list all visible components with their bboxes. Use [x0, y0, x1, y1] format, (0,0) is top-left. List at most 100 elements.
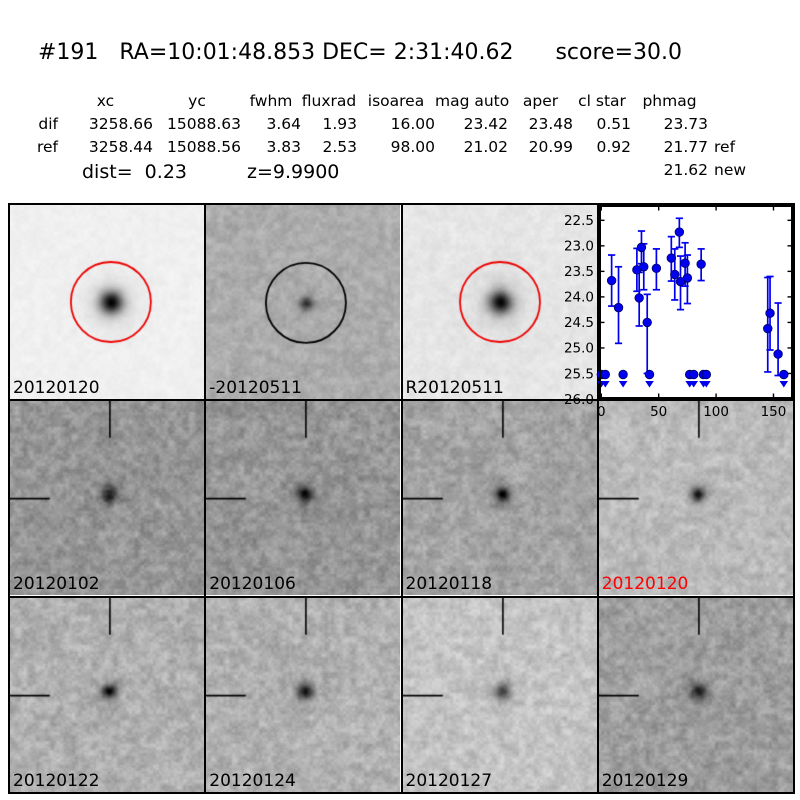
- stamp-image-20120120: [598, 401, 793, 596]
- lightcurve-point: [669, 269, 680, 280]
- page-title: #191 RA=10:01:48.853 DEC= 2:31:40.62 sco…: [38, 40, 682, 65]
- stamp-image-20120118: [402, 401, 597, 596]
- stamp-label: 20120106: [209, 574, 296, 595]
- grid-divider-vertical: [204, 205, 207, 792]
- stamp-label: 20120127: [405, 770, 493, 791]
- table-cell: 23.42: [463, 115, 508, 133]
- down-arrow-icon: [779, 380, 788, 388]
- y-tick-label: 25.0: [564, 341, 594, 357]
- table-cell: [708, 113, 760, 136]
- plot-frame: [598, 205, 793, 399]
- lightcurve-point: [773, 349, 783, 359]
- table-cell: 2.53: [322, 138, 357, 156]
- x-tick-label: 150: [760, 404, 786, 420]
- lightcurve-point: [642, 317, 652, 328]
- lightcurve-point: [651, 263, 661, 274]
- lightcurve-point: [634, 293, 644, 303]
- upper-limit-point: [600, 369, 610, 380]
- stamp-image-20120122: [10, 597, 204, 792]
- stamp-image-R20120511: [402, 205, 597, 399]
- lightcurve-point: [606, 275, 617, 286]
- dist-value: dist= 0.23: [82, 161, 187, 183]
- y-tick-label: 22.5: [564, 213, 594, 229]
- table-cell: [573, 159, 631, 182]
- table-header-cell: fluxrad: [301, 92, 357, 110]
- table-header-cell: isoarea: [367, 92, 425, 110]
- table-cell: 3258.44: [88, 138, 153, 156]
- table-header-cell: [708, 90, 760, 113]
- table-header-cell: aper: [522, 92, 559, 110]
- table-cell: 16.00: [390, 115, 435, 133]
- stamp-image-20120120: [10, 205, 204, 399]
- stamp-label: -20120511: [209, 378, 302, 398]
- table-row-label: [0, 159, 58, 182]
- table-cell: 3.64: [266, 115, 301, 133]
- down-arrow-icon: [701, 380, 711, 388]
- table-header-cell: yc: [188, 92, 206, 110]
- stamp-image-20120511: [206, 205, 401, 399]
- lightcurve-point: [636, 242, 646, 253]
- lightcurve-plot: 22.5 23.0 23.5 24.0 24.5 25.0 25.5 26.00 50 100 15…: [564, 205, 793, 420]
- grid-divider-vertical: [596, 205, 599, 792]
- stamp-label: 20120120: [13, 378, 100, 398]
- x-tick-label: 100: [703, 404, 729, 420]
- table-header-cell: fwhm: [249, 92, 293, 110]
- y-tick-label: 26.0: [564, 392, 594, 408]
- lightcurve-point: [680, 258, 690, 268]
- table-cell: 21.77: [663, 138, 708, 156]
- down-arrow-icon: [645, 380, 654, 388]
- down-arrow-icon: [600, 380, 610, 388]
- lightcurve-point: [674, 227, 684, 237]
- y-tick-label: 25.5: [564, 366, 594, 382]
- table-cell: 0.51: [596, 115, 631, 133]
- table-cell: 21.62: [663, 161, 708, 179]
- stamp-label: 20120120: [601, 574, 689, 595]
- photometry-table: xc yc fwhm fluxrad isoarea mag auto aper cl sta…: [0, 90, 760, 182]
- y-tick-label: 23.5: [564, 264, 594, 280]
- stamp-image-20120124: [206, 597, 401, 792]
- x-tick-label: 50: [650, 404, 667, 420]
- down-arrow-icon: [689, 380, 698, 388]
- stamp-image-20120106: [206, 401, 401, 596]
- table-cell: 15088.56: [167, 138, 241, 156]
- table-cell: 23.48: [528, 115, 573, 133]
- table-cell: 1.93: [322, 115, 357, 133]
- table-header-cell: phmag: [642, 92, 697, 110]
- table-cell: 3.83: [266, 138, 301, 156]
- lightcurve-point: [638, 262, 649, 272]
- table-cell: new: [714, 161, 747, 179]
- table-header-cell: mag auto: [435, 92, 510, 110]
- table-cell: 23.73: [663, 115, 708, 133]
- table-cell: ref: [714, 138, 736, 156]
- stamp-label: 20120129: [601, 770, 689, 791]
- upper-limit-point: [778, 369, 789, 380]
- upper-limit-point: [701, 369, 711, 380]
- y-tick-label: 23.0: [564, 239, 594, 255]
- lightcurve-point: [613, 302, 624, 313]
- stamp-label: 20120122: [13, 770, 100, 791]
- stamp-image-20120129: [598, 597, 793, 792]
- grid-divider-horizontal: [10, 399, 793, 402]
- stamp-image-20120127: [402, 597, 597, 792]
- table-cell: [435, 159, 508, 182]
- table-cell: 21.02: [463, 138, 508, 156]
- x-tick-label: 0: [597, 404, 606, 420]
- lightcurve-panel: 22.5 23.0 23.5 24.0 24.5 25.0 25.5 26.0 0 50 100 15…: [564, 205, 793, 420]
- stamp-image-20120102: [10, 401, 204, 596]
- lightcurve-point: [666, 253, 676, 263]
- table-cell: 98.00: [390, 138, 435, 156]
- grid-divider-horizontal: [10, 595, 793, 598]
- table-cell: [357, 159, 435, 182]
- table-row-label: ref: [36, 138, 58, 156]
- stamp-label: 20120118: [405, 574, 493, 595]
- lightcurve-point: [765, 308, 775, 318]
- y-tick-label: 24.0: [564, 290, 594, 306]
- lightcurve-point: [696, 259, 706, 269]
- table-header-cell: xc: [96, 92, 115, 110]
- lightcurve-point: [762, 323, 773, 334]
- stamp-label: 20120102: [13, 574, 100, 595]
- lightcurve-point: [682, 273, 692, 283]
- redshift-value: z=9.9900: [247, 161, 340, 183]
- upper-limit-point: [688, 369, 699, 380]
